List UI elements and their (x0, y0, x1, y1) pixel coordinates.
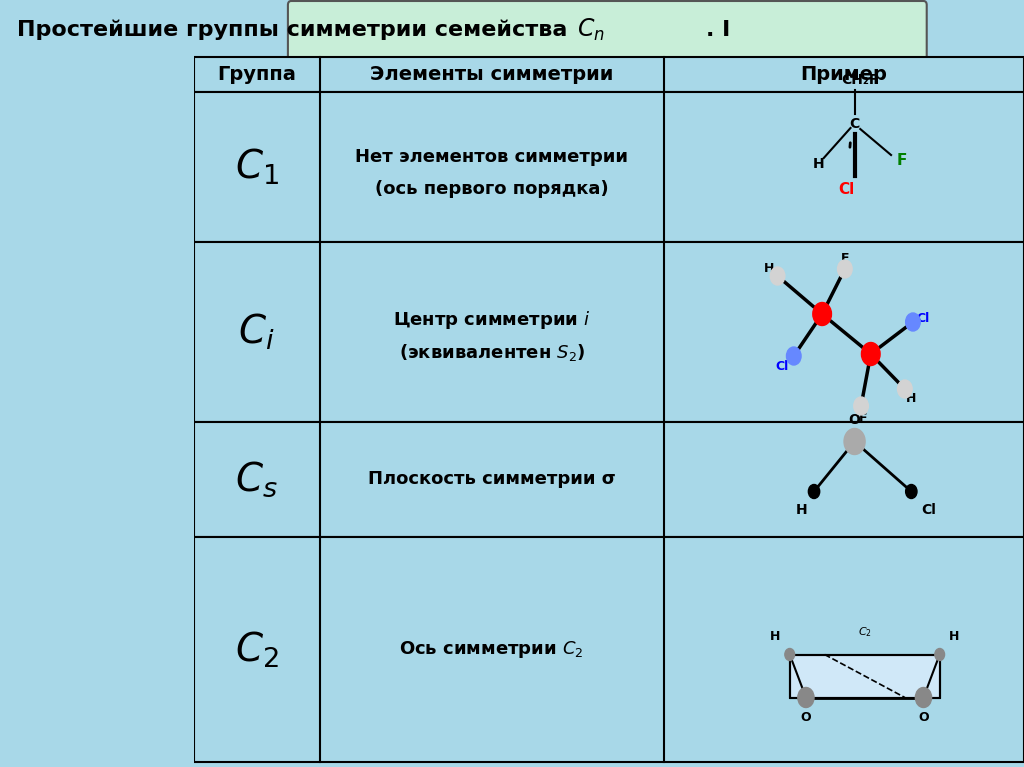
Text: $C_i$: $C_i$ (239, 312, 275, 352)
Bar (194, 537, 1024, 762)
Text: Плоскость симметрии σ: Плоскость симметрии σ (368, 470, 615, 489)
Text: Пример: Пример (801, 65, 888, 84)
Text: Cl: Cl (839, 183, 855, 197)
Polygon shape (790, 654, 940, 697)
Circle shape (935, 649, 944, 660)
Text: H: H (796, 502, 808, 516)
Text: Cl: Cl (775, 360, 788, 373)
Text: F: F (858, 412, 867, 424)
Text: H: H (770, 630, 780, 643)
Text: H: H (764, 262, 774, 275)
FancyBboxPatch shape (288, 1, 927, 61)
Text: O: O (849, 413, 860, 426)
Text: Центр симметрии $i$: Центр симметрии $i$ (393, 309, 591, 331)
Bar (194, 57, 1024, 92)
Text: F: F (841, 252, 849, 265)
Text: Группа: Группа (217, 65, 296, 84)
Circle shape (808, 485, 819, 499)
Text: H: H (906, 393, 916, 406)
Circle shape (813, 302, 831, 325)
Text: C: C (850, 117, 860, 131)
Circle shape (897, 380, 912, 398)
Bar (194, 92, 1024, 242)
Circle shape (798, 687, 814, 707)
Circle shape (915, 687, 932, 707)
Text: O: O (919, 711, 929, 724)
Text: F: F (896, 153, 907, 167)
Circle shape (905, 313, 921, 331)
Text: Ось симметрии $C_2$: Ось симметрии $C_2$ (399, 639, 584, 660)
Circle shape (844, 429, 865, 455)
Text: H: H (949, 630, 959, 643)
Text: (эквивалентен $S_2$): (эквивалентен $S_2$) (398, 341, 585, 363)
Text: (ось первого порядка): (ось первого порядка) (375, 180, 608, 198)
Text: O: O (801, 711, 811, 724)
Circle shape (905, 485, 916, 499)
Text: $C_1$: $C_1$ (234, 146, 279, 187)
Text: Нет элементов симметрии: Нет элементов симметрии (355, 148, 629, 166)
Text: $C_s$: $C_s$ (236, 459, 279, 499)
Circle shape (784, 649, 795, 660)
Circle shape (838, 260, 852, 278)
Circle shape (854, 397, 868, 415)
Circle shape (861, 343, 880, 366)
Text: $C_2$: $C_2$ (858, 626, 871, 640)
Bar (194, 422, 1024, 537)
Text: Простейшие группы симметрии семейства: Простейшие группы симметрии семейства (16, 20, 574, 40)
Circle shape (770, 267, 784, 285)
Text: $C_n$: $C_n$ (577, 17, 604, 43)
Circle shape (786, 347, 801, 365)
Text: CH₂F: CH₂F (842, 73, 879, 87)
Text: Cl: Cl (916, 311, 930, 324)
Text: Cl: Cl (922, 502, 937, 516)
Text: $C_2$: $C_2$ (234, 630, 279, 670)
Text: Элементы симметрии: Элементы симметрии (370, 65, 613, 84)
Text: H: H (812, 157, 824, 171)
Bar (194, 242, 1024, 422)
Text: . I: . I (707, 20, 730, 40)
